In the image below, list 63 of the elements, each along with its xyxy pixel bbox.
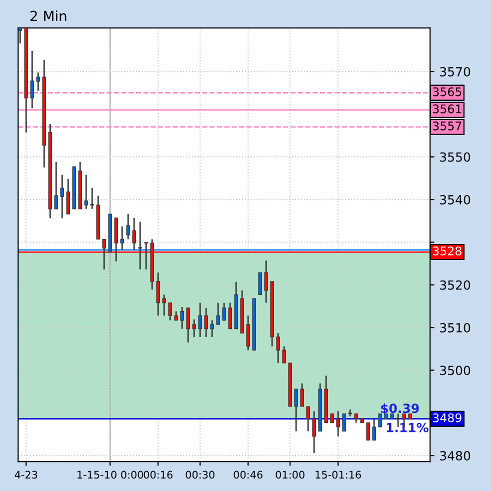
candlestick (102, 238, 106, 270)
ref-line-label: 3561 (433, 104, 462, 114)
candlestick (372, 418, 376, 441)
candlestick (282, 346, 286, 364)
candlestick (198, 302, 202, 338)
candlestick (138, 221, 142, 270)
candlestick (162, 294, 166, 316)
candlestick (246, 314, 250, 351)
candlestick (378, 413, 382, 428)
candlestick (144, 242, 148, 270)
candlestick (30, 50, 34, 109)
y-tick-label: 3550 (440, 152, 470, 162)
candlestick (54, 161, 58, 210)
candlestick (336, 410, 340, 438)
candlestick (312, 410, 316, 454)
candlestick (18, 28, 22, 44)
x-tick-label: 1-15-10 0:00 (78, 470, 144, 479)
x-tick-label: 00:30 (186, 470, 214, 479)
chart-title: 2 Min (30, 10, 66, 22)
candlestick (186, 307, 190, 344)
candlestick (366, 422, 370, 440)
candlestick (294, 388, 298, 432)
x-tick-label: 00:46 (234, 470, 262, 479)
x-tick-label: 15-01:16 (316, 470, 361, 479)
candlestick (306, 406, 310, 432)
ref-line-label: 3489 (433, 413, 462, 422)
ref-line-label: 3528 (433, 246, 462, 256)
y-tick-label: 3500 (440, 366, 470, 376)
y-tick-label: 3520 (440, 280, 470, 290)
candlestick (264, 260, 268, 304)
y-tick-label: 3570 (440, 66, 470, 76)
candlestick (84, 174, 88, 210)
candlestick (90, 187, 94, 210)
candlestick (126, 213, 130, 240)
candlestick (276, 332, 280, 364)
candlestick (210, 320, 214, 338)
y-tick-label: 3480 (440, 451, 470, 460)
candlestick (180, 306, 184, 330)
x-tick-label: 4-23 (14, 470, 38, 479)
candlestick (258, 272, 262, 295)
ref-line-label: 3565 (433, 87, 462, 96)
candlestick (156, 272, 160, 316)
x-tick-label: 00:16 (144, 470, 172, 479)
candlestick (300, 382, 304, 408)
candlestick (216, 302, 220, 326)
annotation: 1.11% (386, 422, 428, 432)
candlestick (120, 226, 124, 251)
candlestick (132, 217, 136, 251)
candlestick (342, 413, 346, 432)
x-tick-label: 01:00 (276, 470, 304, 479)
candlestick (222, 302, 226, 321)
candlestick (348, 408, 352, 417)
ref-line-label: 3557 (433, 121, 462, 130)
y-tick-label: 3510 (440, 323, 470, 332)
candlestick (66, 178, 70, 215)
candlestick (228, 302, 232, 330)
y-tick-label: 3540 (440, 195, 470, 204)
candlestick (204, 307, 208, 338)
candlestick (168, 302, 172, 321)
candlestick (192, 318, 196, 338)
candlestick (36, 72, 40, 92)
annotation: $0.39 (381, 403, 419, 415)
candlestick (60, 174, 64, 219)
